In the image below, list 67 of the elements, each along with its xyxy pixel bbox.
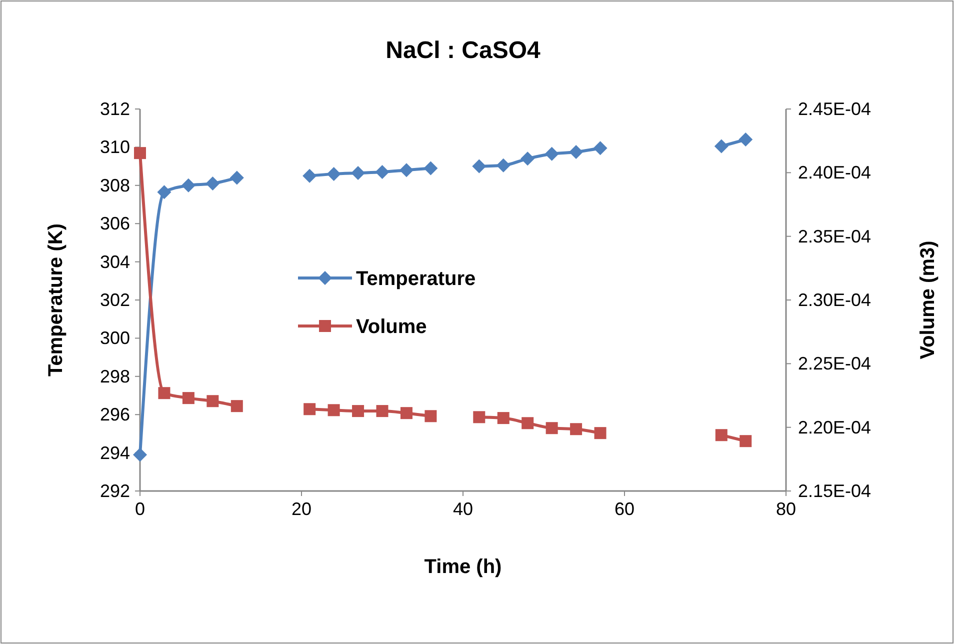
point [522,417,534,430]
point [472,159,486,174]
point [740,435,752,448]
point [134,147,146,160]
y2-tick-label: 2.25E-04 [798,354,872,374]
point [328,404,340,416]
point [424,161,438,176]
y-tick-label: 302 [100,290,130,310]
y-tick-label: 312 [100,99,130,119]
y-tick-label: 310 [100,137,130,158]
x-tick-label: 40 [452,499,474,519]
x-tick-label: 0 [134,499,146,519]
point [375,165,390,180]
point [206,395,219,408]
point [230,400,243,412]
point [158,387,170,400]
legend-label: Volume [356,316,427,338]
point [593,141,608,156]
point [424,410,437,422]
point [546,422,558,434]
y-tick-label: 306 [100,214,130,234]
point [351,166,366,180]
point [594,427,606,440]
x-axis-title: Time (h) [424,556,502,578]
point [352,405,364,418]
point [544,146,559,161]
y-tick-label: 298 [100,366,130,386]
point [497,412,510,424]
point [182,392,194,404]
point [400,407,412,420]
point [520,152,535,166]
point [569,144,584,159]
point [738,132,753,147]
x-tick-label: 80 [776,499,796,519]
point [157,185,172,200]
point [304,403,316,416]
point [570,423,582,436]
point [473,411,486,424]
point [714,139,728,154]
y-tick-label: 308 [100,175,130,196]
point [206,176,220,190]
y2-tick-label: 2.20E-04 [798,417,872,438]
point [230,170,244,185]
y-axis-title: Temperature (K) [45,224,67,376]
y2-tick-label: 2.15E-04 [798,481,872,501]
y-tick-label: 292 [100,481,130,501]
y-tick-label: 294 [100,442,130,463]
legend-label: Temperature [356,268,476,290]
x-tick-label: 20 [291,499,312,519]
y2-tick-label: 2.30E-04 [798,290,872,310]
y2-axis-title: Volume (m3) [917,240,939,360]
point [496,158,510,172]
chart-title: NaCl : CaSO4 [386,37,542,64]
point [399,163,414,178]
y2-tick-label: 2.35E-04 [798,226,872,246]
y-tick-label: 304 [100,252,130,272]
point [133,448,147,462]
point [376,405,388,418]
point [181,178,196,192]
y-tick-label: 296 [100,404,130,425]
point [326,166,341,181]
point [302,168,317,183]
x-tick-label: 60 [614,499,635,519]
y2-tick-label: 2.40E-04 [798,162,872,183]
y-tick-label: 300 [100,328,130,348]
point [715,429,728,442]
y2-tick-label: 2.45E-04 [798,99,872,119]
